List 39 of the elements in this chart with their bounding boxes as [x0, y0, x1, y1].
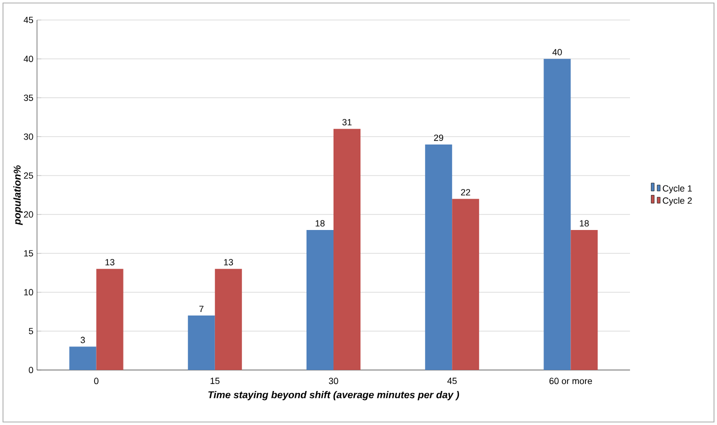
y-tick-label: 15 — [24, 250, 34, 256]
bar — [188, 316, 215, 370]
y-tick-label: 35 — [24, 94, 34, 101]
x-tick-label: 0 — [94, 378, 98, 384]
y-tick-label: 20 — [24, 211, 34, 218]
x-tick-label: 30 — [328, 378, 338, 384]
y-tick-label: 30 — [24, 133, 34, 140]
y-tick-label: 45 — [24, 16, 34, 24]
legend-label: Cycle 1 — [662, 185, 692, 194]
data-label: 7 — [199, 306, 204, 312]
bar — [306, 230, 334, 370]
data-label: 22 — [461, 189, 470, 196]
y-axis-title: population% — [13, 165, 23, 226]
x-tick-label: 45 — [447, 378, 457, 384]
bar — [69, 346, 96, 370]
y-tick-label: 10 — [24, 289, 34, 296]
y-tick-label: 5 — [28, 328, 34, 334]
data-label: 18 — [316, 220, 325, 226]
bar — [214, 268, 242, 370]
data-label: 31 — [342, 119, 352, 126]
bar — [570, 230, 598, 370]
bar — [334, 128, 361, 370]
x-axis-title: Time staying beyond shift (average minutes per day ) — [208, 390, 460, 400]
x-tick-label: 15 — [210, 378, 220, 384]
data-label: 40 — [552, 49, 562, 56]
data-label: 13 — [106, 259, 114, 266]
bar — [96, 268, 124, 370]
x-tick-label: 60 or more — [549, 378, 592, 384]
y-tick-label: 25 — [24, 172, 34, 179]
data-label: 18 — [580, 220, 589, 226]
bar — [452, 198, 480, 370]
y-tick-label: 40 — [24, 56, 34, 62]
bar — [425, 144, 452, 370]
bar — [544, 58, 571, 370]
y-tick-label: 0 — [28, 366, 34, 374]
data-label: 29 — [434, 134, 444, 141]
data-label: 3 — [80, 336, 85, 344]
data-label: 13 — [224, 259, 233, 266]
legend-label: Cycle 2 — [662, 197, 692, 206]
